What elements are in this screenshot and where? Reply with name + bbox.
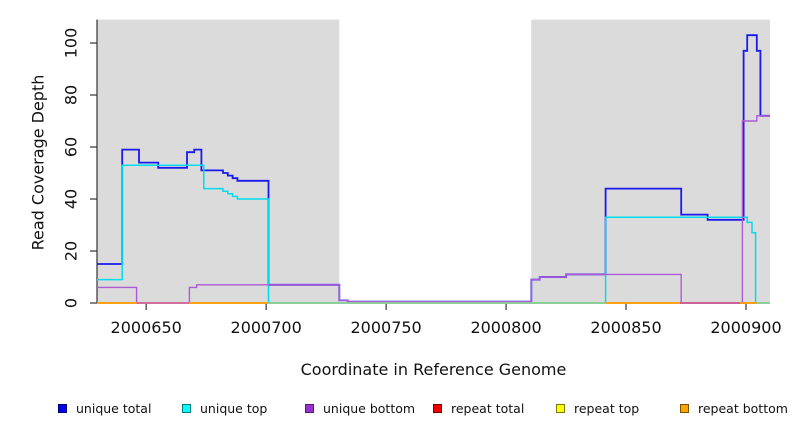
- legend-swatch-icon: [433, 404, 442, 413]
- x-tick-label: 2000900: [710, 318, 782, 337]
- legend-item-unique-total: unique total: [58, 401, 151, 416]
- x-tick-label: 2000700: [230, 318, 302, 337]
- x-tick-label: 2000800: [470, 318, 542, 337]
- legend-swatch-icon: [58, 404, 67, 413]
- y-tick-label: 20: [61, 240, 81, 262]
- legend-label: unique total: [76, 401, 152, 416]
- series-unique-bottom: [97, 115, 770, 304]
- series-unique-top: [97, 164, 770, 304]
- legend-swatch-icon: [305, 404, 314, 413]
- y-tick-label: 40: [61, 188, 81, 210]
- legend-swatch-icon: [680, 404, 689, 413]
- y-axis-title: Read Coverage Depth: [28, 74, 48, 251]
- legend-item-repeat-total: repeat total: [433, 401, 524, 416]
- x-tick-label: 2000850: [590, 318, 662, 337]
- legend-label: repeat total: [451, 401, 525, 416]
- x-axis-title: Coordinate in Reference Genome: [300, 360, 567, 379]
- y-tick-label: 100: [61, 27, 81, 59]
- y-tick-label: 60: [61, 136, 81, 158]
- shaded-region-left: [97, 19, 340, 303]
- legend-item-repeat-top: repeat top: [556, 401, 639, 416]
- legend-item-unique-bottom: unique bottom: [305, 401, 415, 416]
- legend-label: unique bottom: [323, 401, 416, 416]
- shaded-region-right: [531, 19, 770, 303]
- legend-label: unique top: [200, 401, 268, 416]
- legend-label: repeat top: [574, 401, 640, 416]
- y-tick-label: 0: [61, 297, 81, 309]
- legend-item-repeat-bottom: repeat bottom: [680, 401, 788, 416]
- y-tick-label: 80: [61, 84, 81, 106]
- legend-swatch-icon: [182, 404, 191, 413]
- legend-label: repeat bottom: [698, 401, 788, 416]
- legend-swatch-icon: [556, 404, 565, 413]
- x-tick-label: 2000750: [350, 318, 422, 337]
- x-tick-label: 2000650: [110, 318, 182, 337]
- legend-item-unique-top: unique top: [182, 401, 267, 416]
